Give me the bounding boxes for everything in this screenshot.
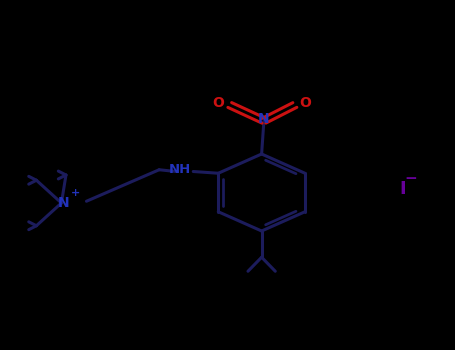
Text: NH: NH	[169, 163, 191, 176]
Text: N: N	[258, 112, 270, 126]
Text: +: +	[71, 188, 81, 198]
Text: −: −	[404, 171, 417, 186]
Text: O: O	[299, 96, 311, 110]
Text: O: O	[212, 96, 224, 110]
Text: N: N	[58, 196, 70, 210]
Text: I: I	[399, 180, 406, 198]
